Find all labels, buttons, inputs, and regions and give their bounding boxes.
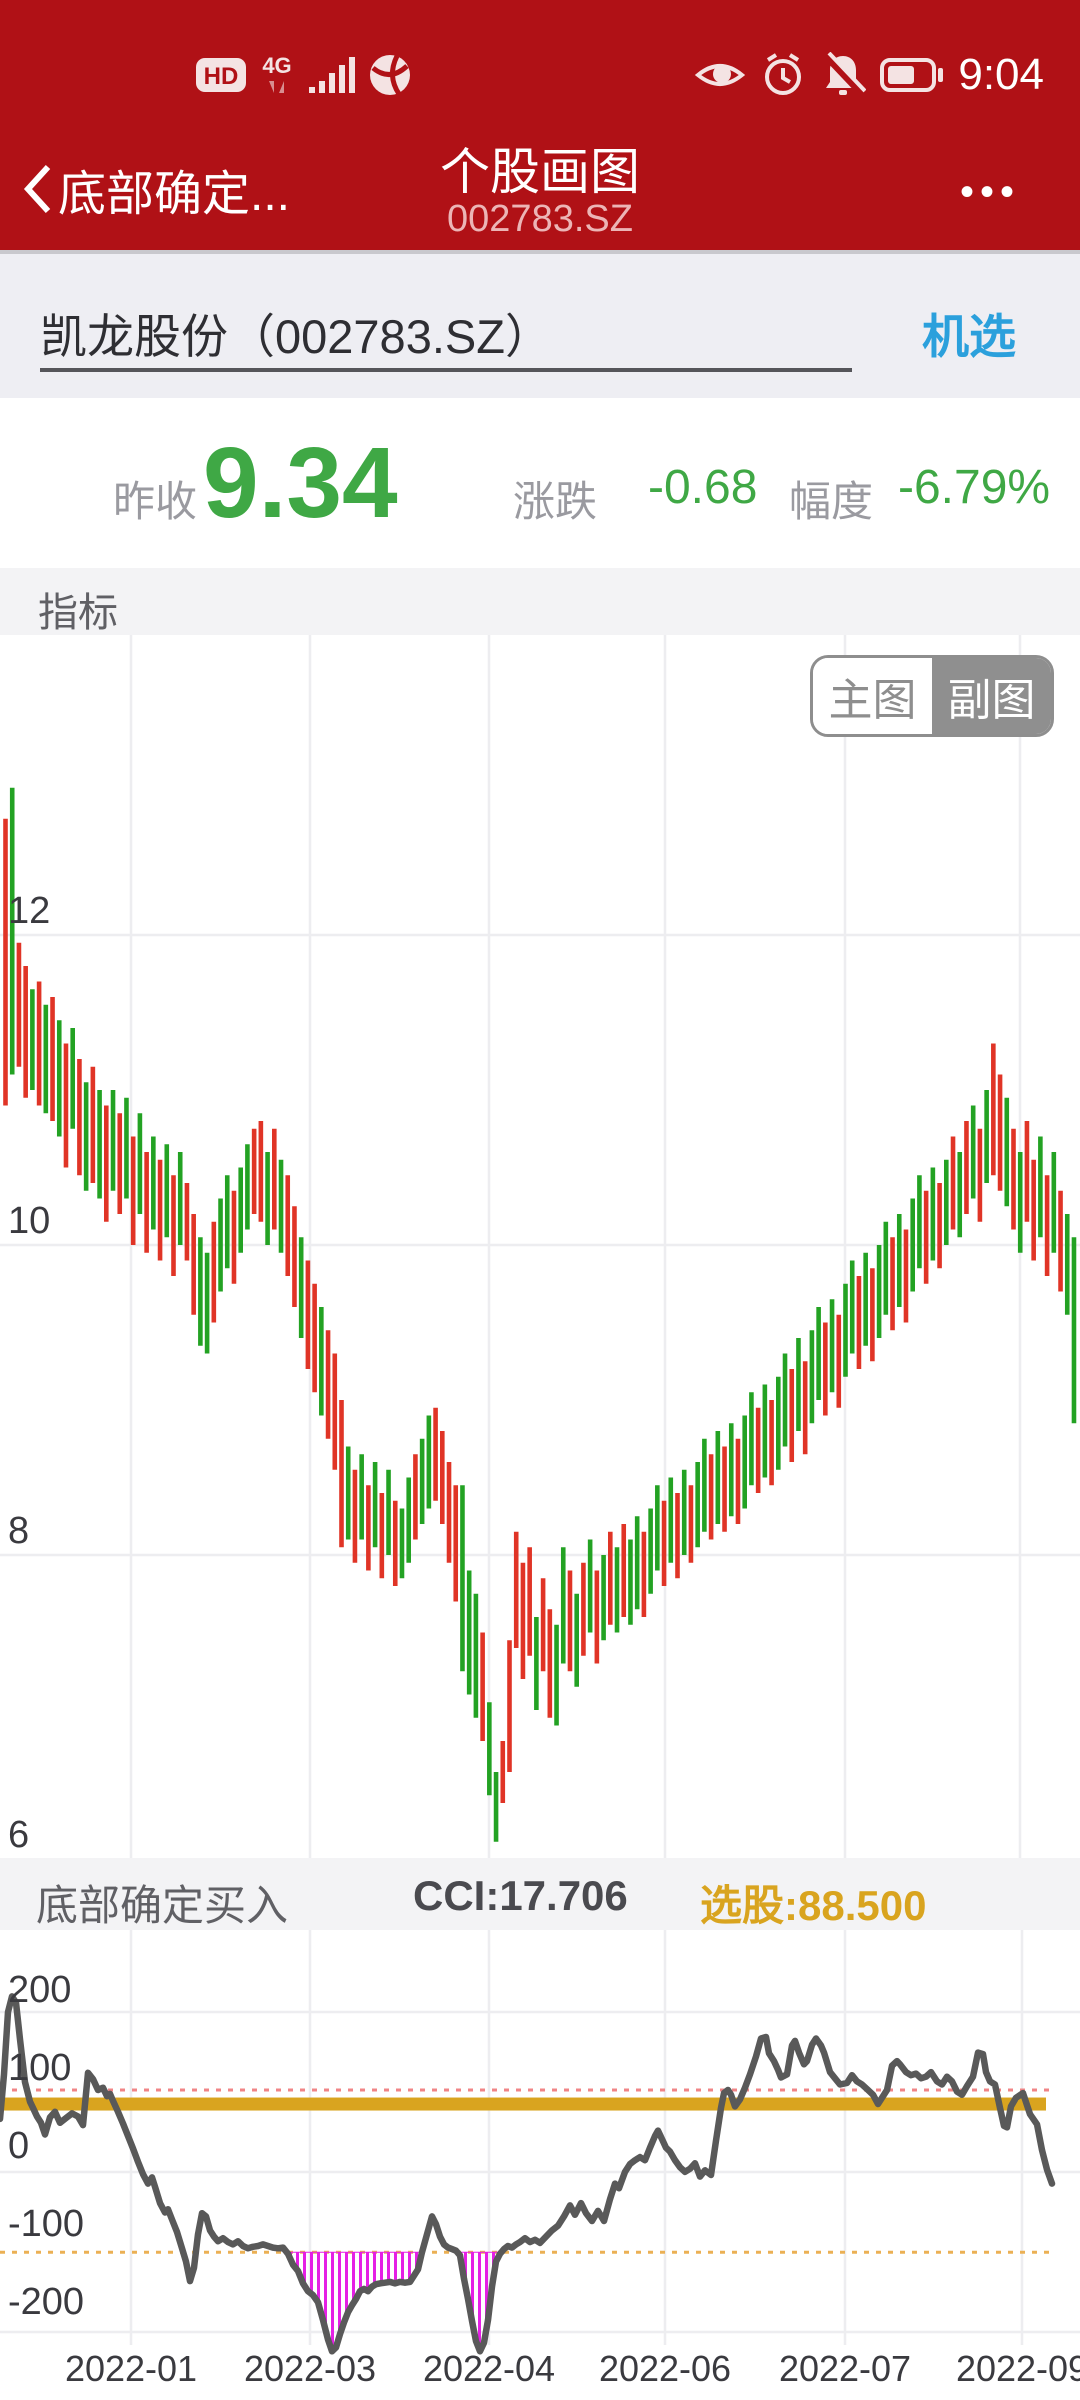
mute-icon [823, 52, 867, 97]
globe-icon [370, 54, 410, 96]
status-bar: HD 4G [0, 0, 1080, 110]
date-axis-label: 2022-07 [778, 2348, 912, 2389]
page-subtitle: 002783.SZ [447, 198, 633, 240]
indicator-section-bar: 指标 [0, 568, 1080, 635]
cci-axis-label: 200 [8, 1969, 72, 2011]
change-label: 涨跌 [513, 478, 598, 525]
cci-axis-label: -100 [8, 2203, 85, 2245]
sub-chart-header: 底部确定买入 CCI:17.706 选股:88.500 [0, 1858, 1080, 1930]
battery-icon [880, 58, 944, 92]
back-label: 底部确定... [58, 168, 291, 221]
select-score-value: 选股:88.500 [700, 1882, 927, 1929]
date-axis-label: 2022-06 [598, 2348, 732, 2389]
price-axis-label: 12 [8, 890, 51, 932]
back-button[interactable]: 底部确定... [22, 154, 290, 224]
change-value: -0.68 [648, 461, 758, 514]
clock-time: 9:04 [958, 50, 1044, 99]
stock-header: 凯龙股份（002783.SZ） 机选 [0, 254, 1080, 398]
date-axis-label: 2022-09 [955, 2348, 1080, 2389]
svg-text:4G: 4G [262, 53, 291, 78]
nav-bar: 底部确定... 个股画图 002783.SZ ••• [0, 110, 1080, 252]
status-right-icons: 9:04 [694, 52, 1044, 98]
cci-value: CCI:17.706 [413, 1872, 628, 1919]
prev-close-label: 昨收 [113, 478, 198, 525]
more-horizontal-icon: ••• [959, 170, 1020, 214]
svg-text:HD: HD [204, 63, 239, 90]
sub-indicator-name[interactable]: 底部确定买入 [36, 1882, 289, 1929]
pct-value: -6.79% [898, 461, 1051, 514]
signal-icon [309, 57, 355, 93]
price-axis-label: 8 [8, 1510, 30, 1552]
price-axis-label: 6 [8, 1814, 30, 1856]
4g-icon: 4G [262, 53, 292, 93]
random-pick-button[interactable]: 机选 [922, 310, 1016, 363]
date-axis-label: 2022-04 [422, 2348, 556, 2389]
pct-label: 幅度 [789, 478, 874, 525]
eye-icon [695, 64, 746, 86]
prev-close-value: 9.34 [203, 427, 398, 539]
hd-icon: HD [196, 58, 246, 92]
chevron-left-icon [23, 164, 51, 214]
chart-mode-toggle: 主图 副图 [810, 655, 1054, 737]
nav-divider [0, 250, 1080, 254]
date-axis-label: 2022-03 [243, 2348, 377, 2389]
cci-line-svg [0, 1930, 1080, 2355]
stock-name-underline [40, 368, 852, 372]
date-axis-label: 2022-01 [64, 2348, 198, 2389]
cci-axis-label: -200 [8, 2281, 85, 2323]
candlestick-svg [0, 635, 1080, 1858]
toggle-main-chart[interactable]: 主图 [813, 658, 932, 734]
alarm-icon [765, 53, 802, 95]
sub-chart[interactable]: 200 100 0 -100 -200 2022-01 2022-03 2022-04 2022… [0, 1930, 1080, 2400]
stock-name: 凯龙股份（002783.SZ） [40, 310, 552, 363]
page-title: 个股画图 [440, 144, 640, 200]
indicator-section-label: 指标 [38, 591, 118, 635]
quote-row: 昨收 9.34 涨跌 -0.68 幅度 -6.79% [0, 398, 1080, 568]
status-left-icons: HD 4G [195, 52, 413, 98]
more-menu-button[interactable]: ••• [960, 170, 1020, 215]
cci-axis-label: 0 [8, 2125, 30, 2167]
cci-axis-label: 100 [8, 2047, 72, 2089]
price-axis-label: 10 [8, 1200, 51, 1242]
main-chart[interactable]: 12 10 8 6 主图 副图 [0, 635, 1080, 1858]
toggle-sub-chart[interactable]: 副图 [932, 658, 1051, 734]
